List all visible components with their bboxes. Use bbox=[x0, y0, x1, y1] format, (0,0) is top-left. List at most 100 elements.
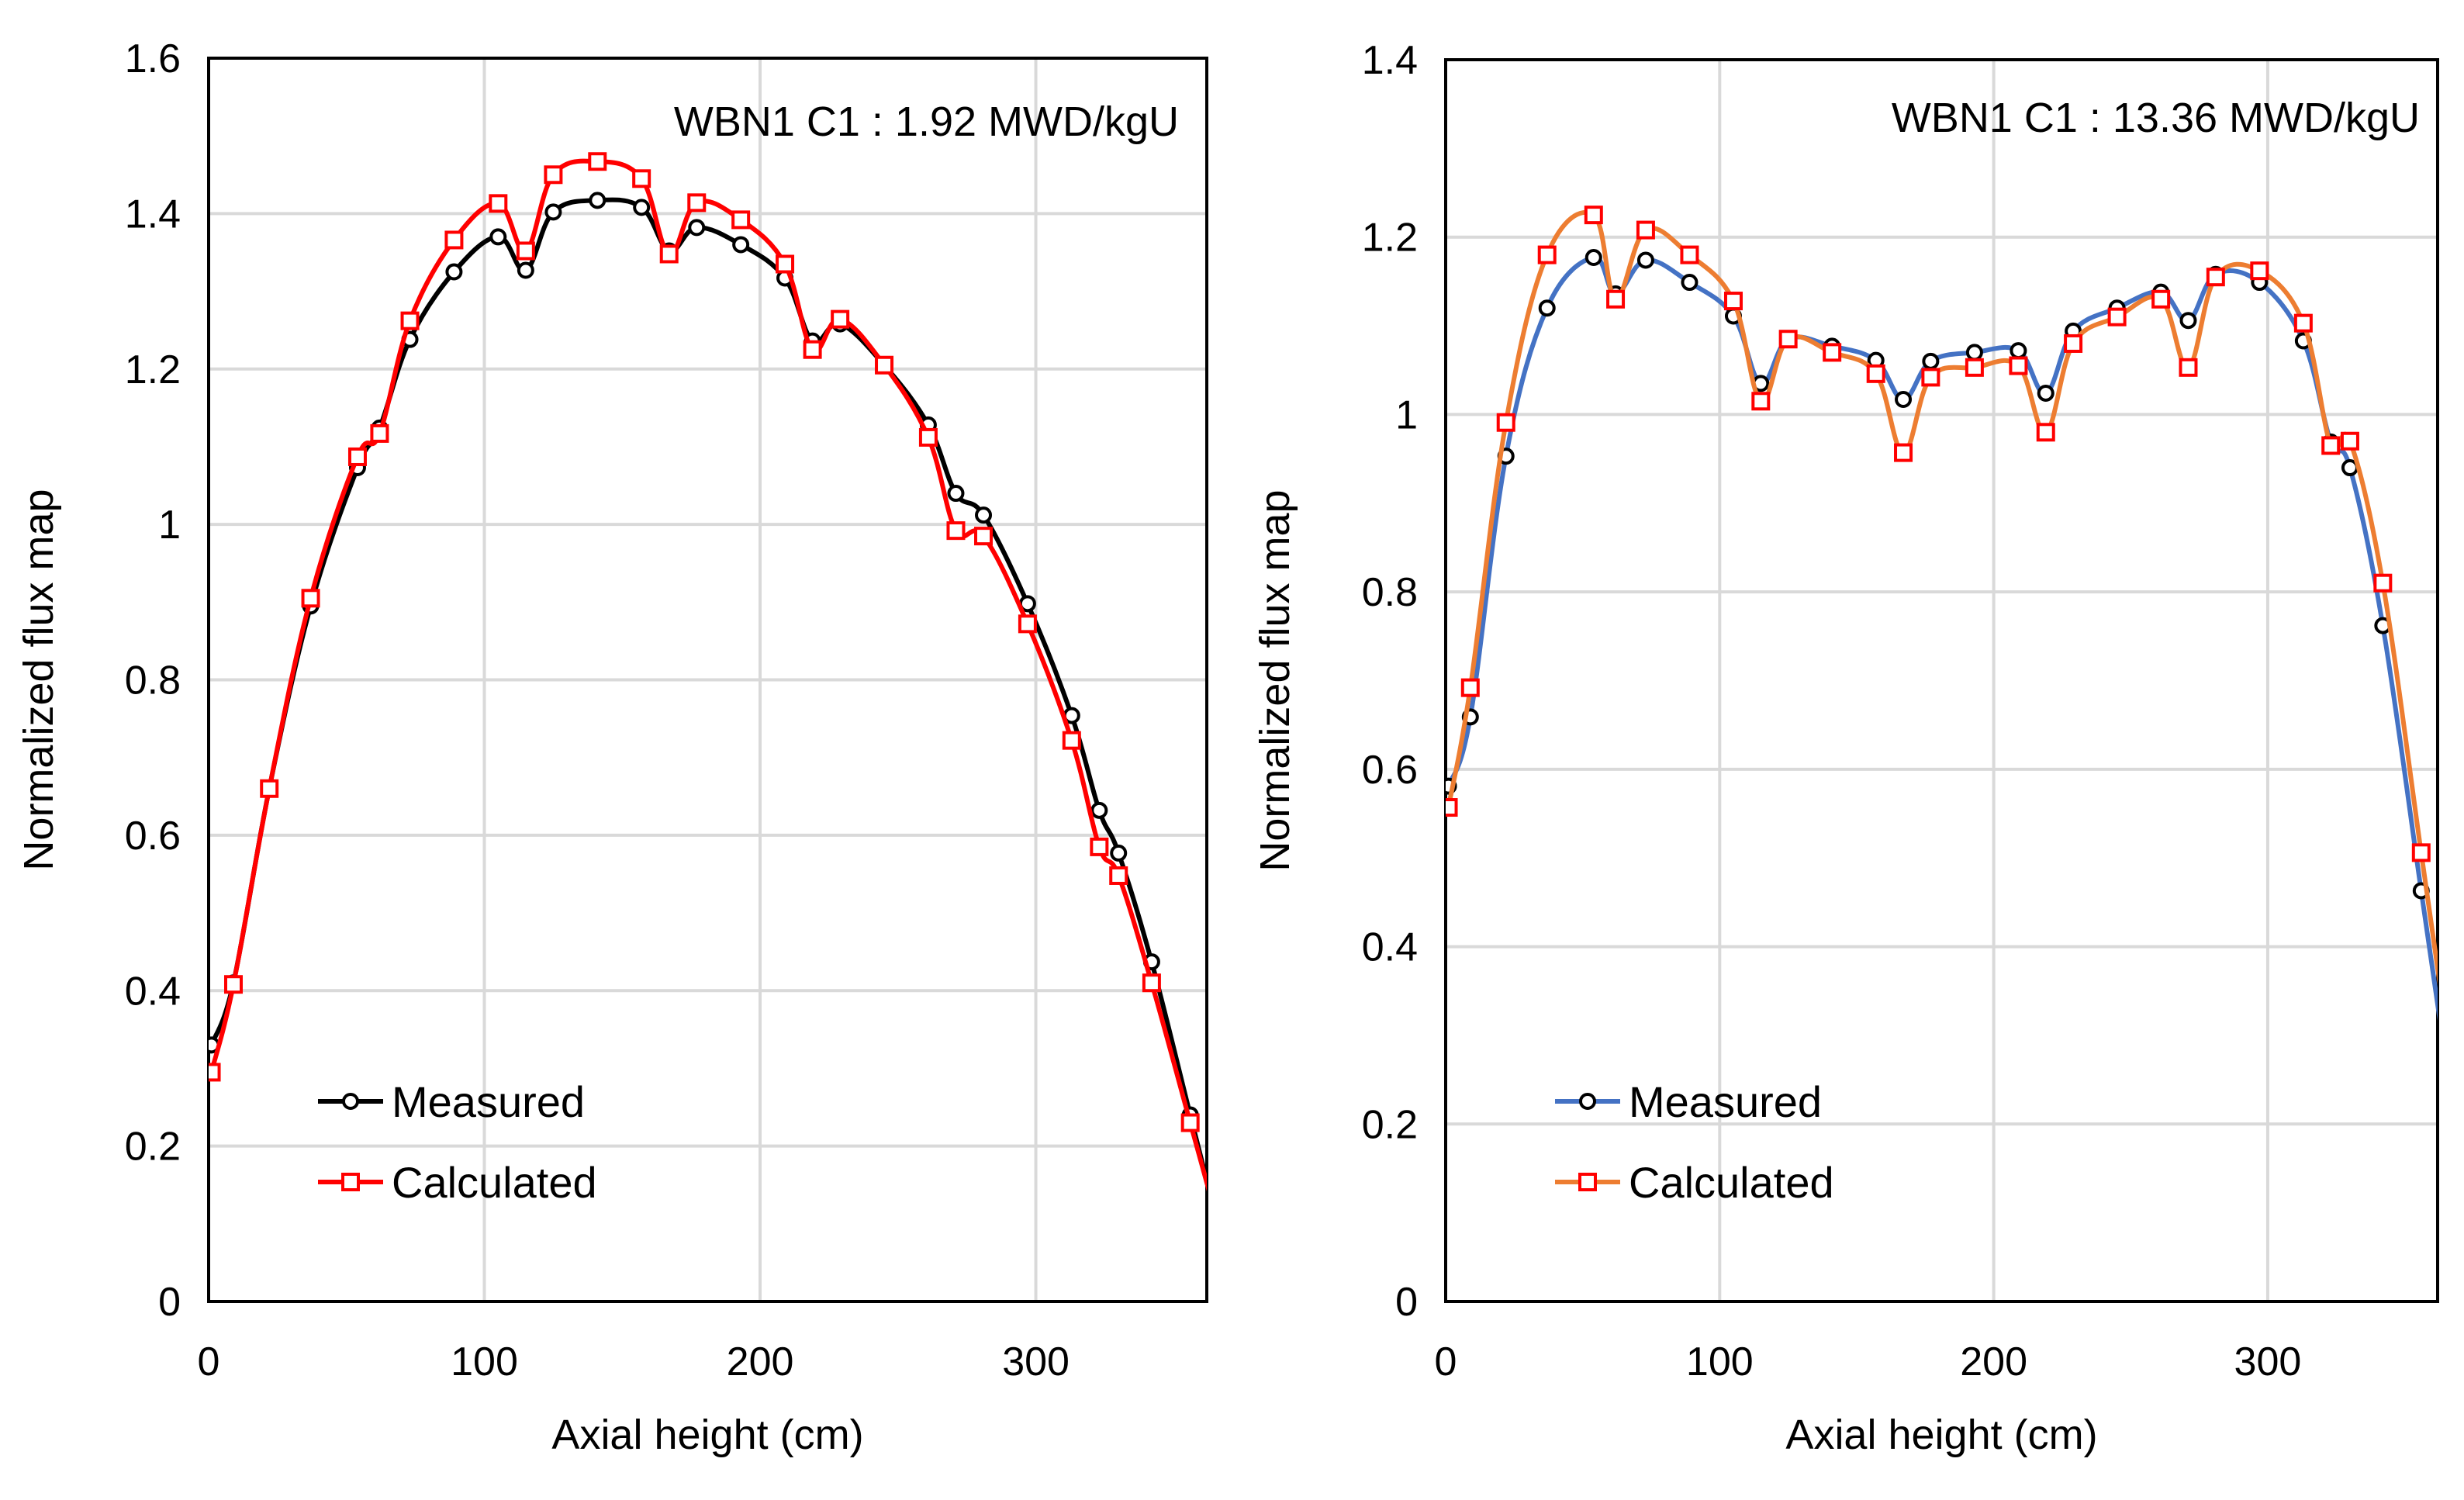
data-point-calculated bbox=[2373, 573, 2393, 593]
y-tick-label: 0 bbox=[158, 1280, 181, 1325]
series-line bbox=[1446, 209, 2438, 985]
data-point-calculated bbox=[1894, 443, 1913, 462]
data-point-measured bbox=[2179, 312, 2197, 330]
chart-panel-1: 0 0.2 0.4 0.6 0.8 1 1.2 1.4 1.6 0 100 200 300 Axial h… bbox=[16, 36, 1208, 1458]
legend-marker-square bbox=[1578, 1173, 1597, 1191]
x-tick-label: 100 bbox=[1686, 1339, 1754, 1384]
data-point-measured bbox=[1538, 299, 1556, 317]
y-axis-title: Normalized flux map bbox=[1252, 489, 1298, 871]
data-point-calculated bbox=[974, 527, 994, 546]
data-point-calculated bbox=[2107, 307, 2127, 327]
data-point-calculated bbox=[2250, 261, 2269, 281]
data-point-calculated bbox=[2009, 356, 2028, 375]
y-tick-label: 1.2 bbox=[1362, 216, 1418, 261]
data-point-calculated bbox=[803, 340, 822, 359]
data-point-measured bbox=[732, 236, 750, 254]
data-point-calculated bbox=[370, 423, 389, 443]
data-point-calculated bbox=[588, 152, 607, 171]
data-point-calculated bbox=[1142, 973, 1161, 993]
x-tick-label: 300 bbox=[1002, 1339, 1070, 1384]
data-point-calculated bbox=[2321, 436, 2341, 455]
data-point-calculated bbox=[2340, 431, 2359, 451]
data-point-calculated bbox=[1180, 1113, 1200, 1132]
series-measured bbox=[209, 192, 1207, 1191]
data-point-calculated bbox=[1921, 368, 1940, 387]
data-point-calculated bbox=[260, 779, 279, 798]
data-point-calculated bbox=[444, 230, 464, 250]
data-point-calculated bbox=[544, 165, 563, 185]
data-point-calculated bbox=[1606, 289, 1626, 309]
data-point-measured bbox=[1110, 844, 1128, 862]
y-tick-label: 0.4 bbox=[125, 969, 181, 1014]
data-point-calculated bbox=[1537, 245, 1557, 264]
data-point-measured bbox=[589, 192, 606, 209]
data-point-calculated bbox=[2036, 423, 2055, 442]
legend-marker-circle bbox=[342, 1093, 359, 1110]
data-point-calculated bbox=[1109, 866, 1128, 885]
series-line bbox=[209, 158, 1207, 1192]
data-point-calculated bbox=[2411, 843, 2431, 862]
data-point-measured bbox=[489, 228, 507, 246]
y-tick-label: 1.4 bbox=[125, 192, 181, 237]
plot-frame bbox=[207, 57, 1208, 1303]
y-tick-label: 1.6 bbox=[125, 36, 181, 81]
data-point-calculated bbox=[1866, 364, 1885, 383]
data-point-calculated bbox=[1680, 245, 1699, 264]
data-point-measured bbox=[1895, 390, 1913, 408]
x-axis-title: Axial height (cm) bbox=[1785, 1412, 2097, 1458]
legend-label: Calculated bbox=[392, 1158, 597, 1207]
data-point-measured bbox=[1090, 801, 1108, 819]
data-point-calculated bbox=[659, 244, 679, 264]
data-point-calculated bbox=[632, 169, 651, 188]
y-tick-label: 0 bbox=[1395, 1280, 1418, 1325]
data-point-calculated bbox=[1965, 358, 1984, 377]
data-point-calculated bbox=[223, 975, 243, 994]
data-point-calculated bbox=[1723, 292, 1743, 311]
data-point-measured bbox=[1922, 352, 1940, 370]
series-line bbox=[209, 197, 1207, 1191]
data-point-calculated bbox=[1018, 614, 1037, 634]
data-point-measured bbox=[688, 219, 706, 237]
data-point-calculated bbox=[489, 194, 508, 213]
data-point-calculated bbox=[1460, 678, 1480, 697]
legend-label: Measured bbox=[392, 1077, 585, 1126]
plot-frame bbox=[1444, 58, 2439, 1303]
x-tick-label: 0 bbox=[1435, 1339, 1457, 1384]
data-point-measured bbox=[1584, 249, 1602, 267]
data-point-calculated bbox=[347, 447, 367, 466]
data-point-measured bbox=[1636, 251, 1654, 269]
data-point-measured bbox=[947, 485, 965, 503]
data-point-calculated bbox=[731, 210, 751, 230]
data-point-measured bbox=[2037, 384, 2054, 402]
data-point-calculated bbox=[400, 311, 420, 330]
y-tick-label: 0.2 bbox=[1362, 1102, 1418, 1147]
x-tick-label: 200 bbox=[727, 1339, 794, 1384]
data-point-measured bbox=[633, 199, 651, 216]
chart-title: WBN1 C1 : 1.92 MWD/kgU bbox=[674, 99, 1179, 145]
data-point-measured bbox=[2010, 342, 2027, 360]
data-point-calculated bbox=[2179, 358, 2198, 377]
data-point-calculated bbox=[776, 254, 795, 274]
x-tick-label: 300 bbox=[2234, 1339, 2302, 1384]
legend-marker-circle bbox=[1579, 1093, 1596, 1110]
data-point-calculated bbox=[875, 355, 894, 375]
data-point-calculated bbox=[1090, 837, 1109, 856]
y-tick-label: 1.4 bbox=[1362, 38, 1418, 83]
data-point-calculated bbox=[1496, 413, 1515, 432]
data-point-calculated bbox=[831, 309, 850, 329]
data-point-calculated bbox=[1751, 392, 1771, 411]
data-point-calculated bbox=[946, 521, 966, 541]
data-point-calculated bbox=[516, 241, 535, 261]
data-point-calculated bbox=[2064, 334, 2083, 353]
data-point-calculated bbox=[2206, 268, 2225, 287]
data-point-calculated bbox=[1778, 330, 1798, 349]
series-line bbox=[1446, 255, 2438, 1021]
y-tick-label: 0.8 bbox=[1362, 570, 1418, 615]
data-point-calculated bbox=[687, 193, 707, 213]
data-point-calculated bbox=[1584, 206, 1603, 225]
y-tick-label: 0.8 bbox=[125, 658, 181, 703]
series-calculated bbox=[1446, 206, 2438, 985]
data-point-calculated bbox=[918, 427, 938, 447]
y-tick-label: 1 bbox=[158, 503, 181, 548]
